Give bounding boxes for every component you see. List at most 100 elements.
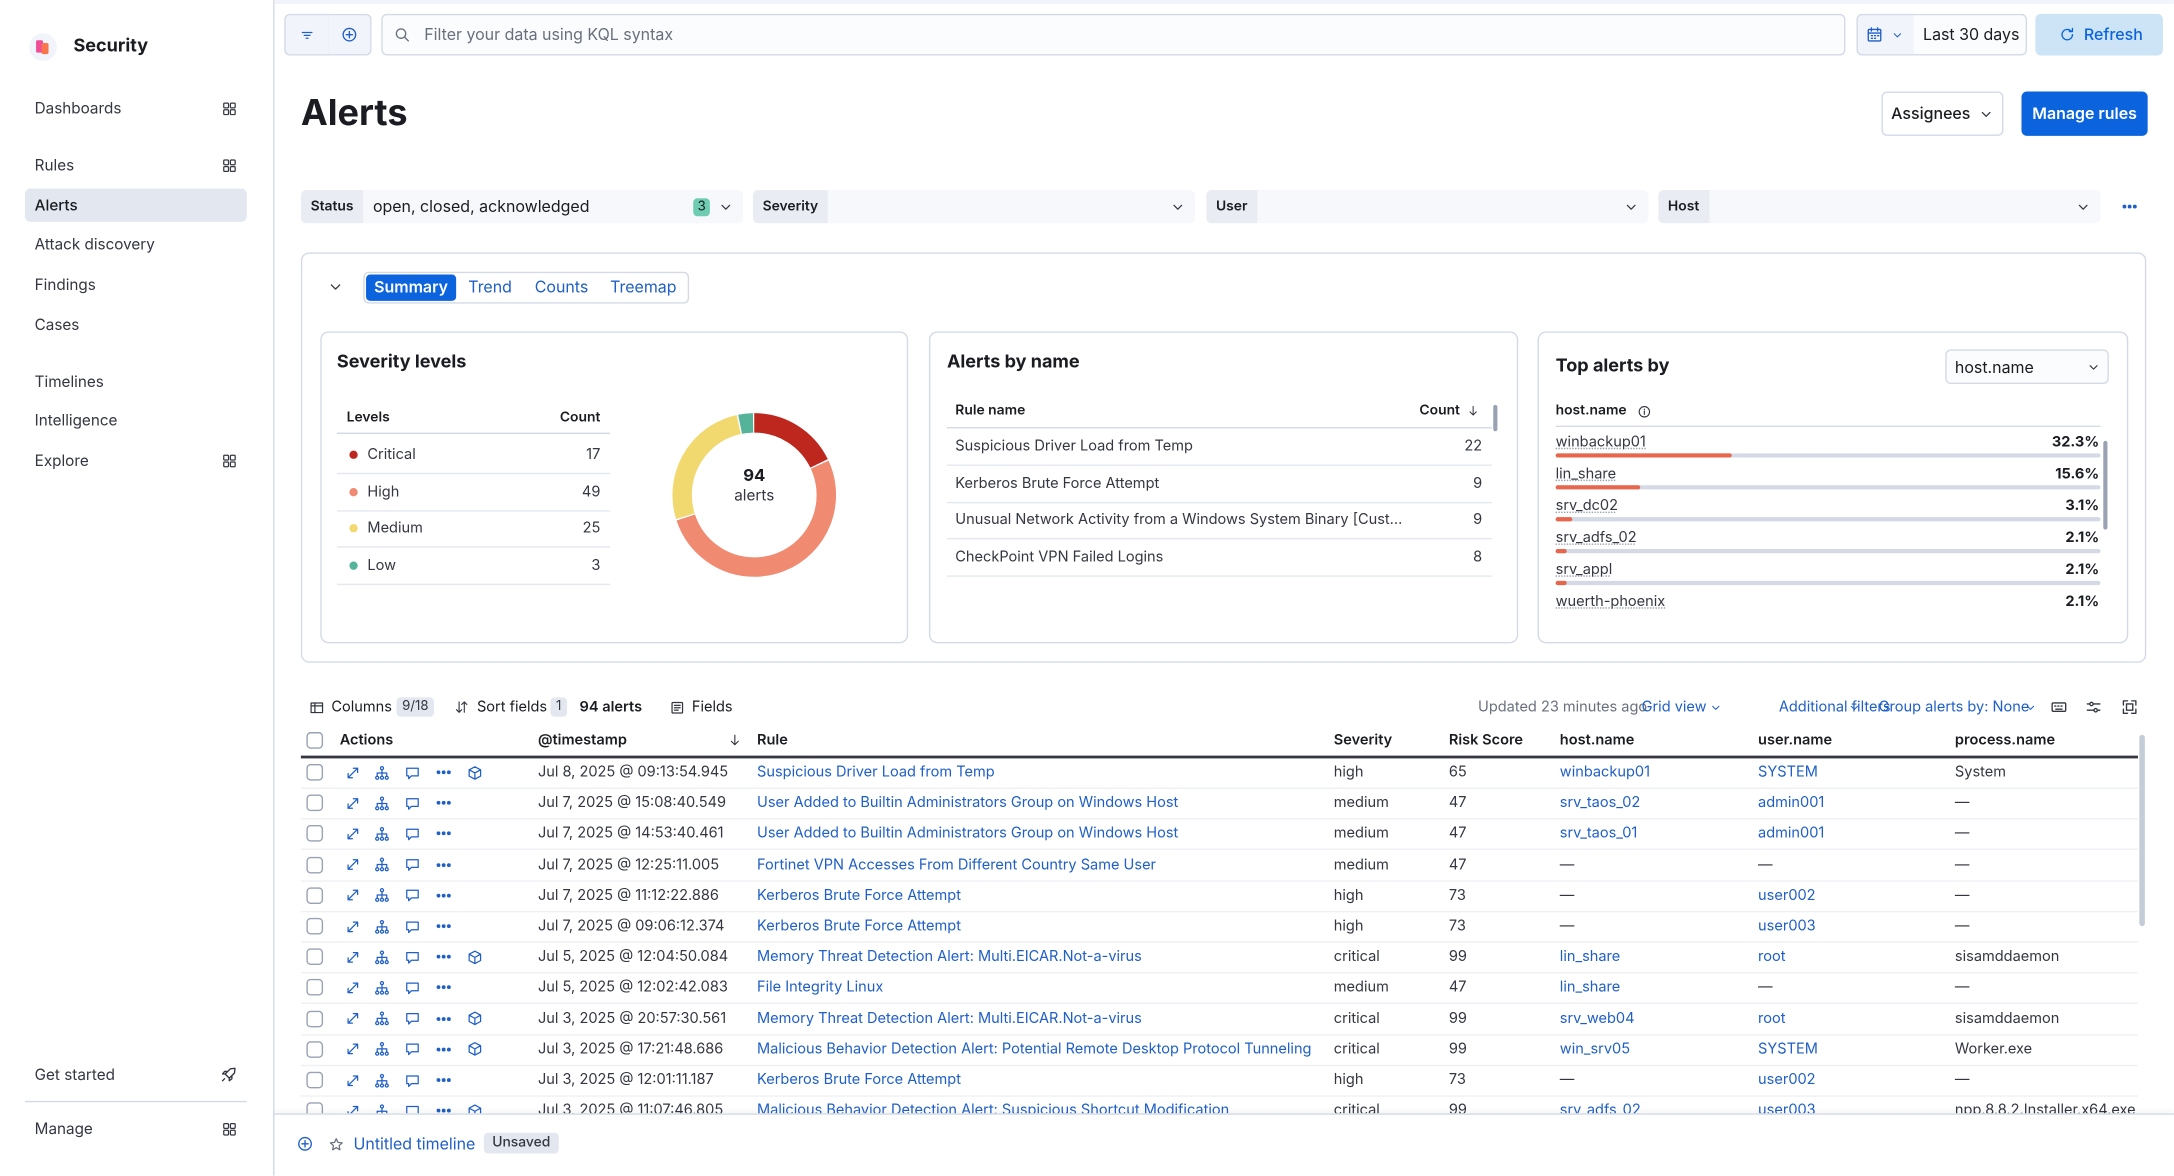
add-note[interactable] bbox=[404, 919, 419, 934]
add-note[interactable] bbox=[404, 888, 419, 903]
column-header[interactable]: Rule bbox=[757, 730, 788, 749]
host-name[interactable]: lin_share bbox=[1555, 464, 1617, 483]
nav-panel-icon[interactable] bbox=[221, 157, 236, 172]
column-header[interactable]: host.name bbox=[1559, 730, 1635, 749]
expand-alert[interactable] bbox=[345, 765, 360, 780]
session-view[interactable] bbox=[467, 765, 482, 780]
row-checkbox[interactable] bbox=[306, 948, 324, 966]
nav-item[interactable]: Explore bbox=[34, 450, 89, 471]
session-view[interactable] bbox=[467, 949, 482, 964]
timeline-favorite[interactable] bbox=[328, 1136, 343, 1151]
display-settings-icon[interactable] bbox=[2085, 699, 2102, 716]
row-checkbox[interactable] bbox=[306, 887, 324, 904]
severity-name[interactable]: Critical bbox=[367, 445, 416, 464]
analyze-event[interactable] bbox=[374, 980, 389, 995]
field-select[interactable] bbox=[1945, 349, 2109, 385]
row-checkbox[interactable] bbox=[306, 856, 324, 873]
nav-item[interactable]: Intelligence bbox=[34, 410, 118, 430]
cell-rule[interactable]: User Added to Builtin Administrators Gro… bbox=[757, 824, 1179, 843]
tab[interactable]: Treemap bbox=[610, 277, 677, 297]
cell-user[interactable]: SYSTEM bbox=[1758, 1039, 1818, 1058]
donut-segment[interactable] bbox=[672, 413, 837, 577]
analyze-event[interactable] bbox=[374, 1072, 389, 1087]
host-name[interactable]: winbackup01 bbox=[1555, 432, 1646, 451]
more-actions[interactable] bbox=[435, 887, 452, 904]
row-checkbox[interactable] bbox=[306, 1102, 324, 1114]
analyze-event[interactable] bbox=[374, 826, 389, 841]
add-note[interactable] bbox=[404, 980, 419, 995]
grid-view-button[interactable]: Grid view bbox=[1641, 697, 1707, 716]
cell-host[interactable]: win_srv05 bbox=[1559, 1039, 1631, 1058]
cell-host[interactable]: lin_share bbox=[1559, 978, 1621, 997]
row-checkbox[interactable] bbox=[306, 917, 324, 935]
expand-alert[interactable] bbox=[345, 919, 360, 934]
add-note[interactable] bbox=[404, 765, 419, 780]
date-quick-menu[interactable] bbox=[1856, 13, 1915, 56]
row-checkbox[interactable] bbox=[306, 1040, 324, 1058]
cell-rule[interactable]: Memory Threat Detection Alert: Multi.EIC… bbox=[757, 947, 1142, 966]
rule-name[interactable]: Suspicious Driver Load from Temp bbox=[955, 436, 1193, 455]
more-actions[interactable] bbox=[435, 979, 452, 996]
timeline-title[interactable]: Untitled timeline bbox=[353, 1134, 476, 1154]
cell-rule[interactable]: Malicious Behavior Detection Alert: Susp… bbox=[757, 1101, 1230, 1114]
tab[interactable]: Summary bbox=[374, 277, 449, 297]
analyze-event[interactable] bbox=[374, 949, 389, 964]
add-note[interactable] bbox=[404, 949, 419, 964]
cell-rule[interactable]: File Integrity Linux bbox=[757, 978, 884, 997]
more-actions[interactable] bbox=[435, 949, 452, 966]
tab[interactable]: Counts bbox=[534, 277, 589, 297]
severity-name[interactable]: Low bbox=[367, 555, 397, 575]
expand-alert[interactable] bbox=[345, 1103, 360, 1114]
donut-segment[interactable] bbox=[672, 413, 837, 577]
cell-user[interactable]: user002 bbox=[1758, 885, 1816, 904]
host-name[interactable]: srv_dc02 bbox=[1555, 496, 1619, 515]
more-actions[interactable] bbox=[435, 795, 452, 812]
cell-user[interactable]: SYSTEM bbox=[1758, 762, 1818, 781]
header-checkbox[interactable] bbox=[306, 732, 324, 749]
column-header[interactable]: Count bbox=[1419, 402, 1460, 419]
cell-user[interactable]: root bbox=[1758, 947, 1786, 966]
column-header[interactable]: Severity bbox=[1333, 730, 1393, 749]
host-name[interactable]: wuerth-phoenix bbox=[1555, 592, 1666, 611]
fields-icon[interactable] bbox=[669, 699, 684, 714]
donut-segment[interactable] bbox=[672, 413, 837, 577]
cell-rule[interactable]: Fortinet VPN Accesses From Different Cou… bbox=[757, 854, 1157, 873]
search-bar[interactable] bbox=[381, 13, 1846, 56]
column-header[interactable]: Actions bbox=[339, 730, 394, 749]
add-note[interactable] bbox=[404, 1011, 419, 1026]
cell-user[interactable]: admin001 bbox=[1758, 793, 1825, 812]
nav-item[interactable]: Attack discovery bbox=[34, 234, 155, 254]
cell-rule[interactable]: Kerberos Brute Force Attempt bbox=[757, 885, 961, 904]
more-filters[interactable] bbox=[2121, 198, 2138, 215]
host-name[interactable]: srv_adfs_02 bbox=[1555, 528, 1637, 547]
severity-name[interactable]: High bbox=[367, 482, 400, 501]
row-checkbox[interactable] bbox=[306, 979, 324, 997]
column-header[interactable]: process.name bbox=[1954, 730, 2056, 749]
host-name[interactable]: srv_appl bbox=[1555, 560, 1613, 579]
more-actions[interactable] bbox=[435, 825, 452, 842]
severity-name[interactable]: Medium bbox=[367, 518, 423, 537]
filter-control[interactable]: Severity bbox=[752, 189, 1196, 224]
expand-alert[interactable] bbox=[345, 980, 360, 995]
analyze-event[interactable] bbox=[374, 857, 389, 872]
fullscreen-icon[interactable] bbox=[2121, 699, 2138, 716]
column-header[interactable]: Risk Score bbox=[1448, 730, 1524, 749]
row-checkbox[interactable] bbox=[306, 1010, 324, 1027]
expand-alert[interactable] bbox=[345, 888, 360, 903]
rule-name[interactable]: Kerberos Brute Force Attempt bbox=[955, 474, 1160, 493]
fields-button[interactable]: Fields bbox=[691, 697, 733, 716]
cell-user[interactable]: root bbox=[1758, 1008, 1786, 1027]
columns-button[interactable]: Columns bbox=[331, 697, 392, 716]
expand-alert[interactable] bbox=[345, 1042, 360, 1057]
cell-host[interactable]: srv_web04 bbox=[1559, 1008, 1635, 1027]
add-note[interactable] bbox=[404, 1103, 419, 1114]
nav-panel-icon[interactable] bbox=[221, 101, 236, 116]
nav-item[interactable]: Cases bbox=[34, 314, 80, 335]
expand-alert[interactable] bbox=[345, 857, 360, 872]
cell-host[interactable]: lin_share bbox=[1559, 947, 1621, 966]
analyze-event[interactable] bbox=[374, 1103, 389, 1114]
cell-rule[interactable]: User Added to Builtin Administrators Gro… bbox=[757, 793, 1179, 812]
nav-footer-item[interactable]: Get started bbox=[34, 1064, 115, 1085]
nav-footer-item[interactable]: Manage bbox=[34, 1118, 93, 1139]
expand-alert[interactable] bbox=[345, 826, 360, 841]
